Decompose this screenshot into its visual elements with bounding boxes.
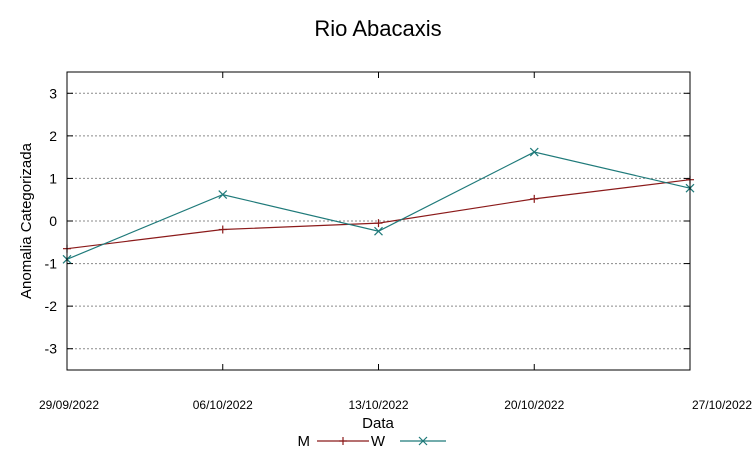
series-line-M [66,179,691,250]
y-tick-label: 1 [49,170,57,186]
legend-label-W: W [371,433,386,450]
x-axis-label: Data [362,415,394,432]
y-tick-label: -2 [45,298,58,314]
x-tick-label: 13/10/2022 [348,398,408,412]
data-point-M [374,219,383,228]
y-tick-label: 0 [49,213,57,229]
data-point-M [530,194,539,203]
series-layer [62,147,695,264]
x-tick-label: 27/10/2022 [692,398,752,412]
data-point-M [218,225,227,234]
data-point-W [374,226,383,236]
chart-title: Rio Abacaxis [314,16,441,41]
y-tick-label: 3 [49,85,57,101]
y-axis-label: Anomalia Categorizada [18,142,35,299]
y-tick-label: 2 [49,128,57,144]
data-point-W [218,190,228,200]
y-tick-label: -1 [45,256,58,272]
legend-marker-W [418,436,428,446]
series-line-W [66,151,691,260]
legend-label-M: M [298,433,311,450]
legend-marker-M [339,437,347,445]
data-point-W [529,147,539,157]
x-tick-label: 29/09/2022 [39,398,99,412]
x-tick-labels: 29/09/2022 06/10/2022 13/10/2022 20/10/2022… [39,398,752,412]
y-tick-label: -3 [45,341,58,357]
x-tick-label: 06/10/2022 [193,398,253,412]
x-tick-label: 20/10/2022 [504,398,564,412]
plot-frame [66,71,691,371]
y-tick-labels: 3 2 1 0 -1 -2 -3 [45,85,58,356]
